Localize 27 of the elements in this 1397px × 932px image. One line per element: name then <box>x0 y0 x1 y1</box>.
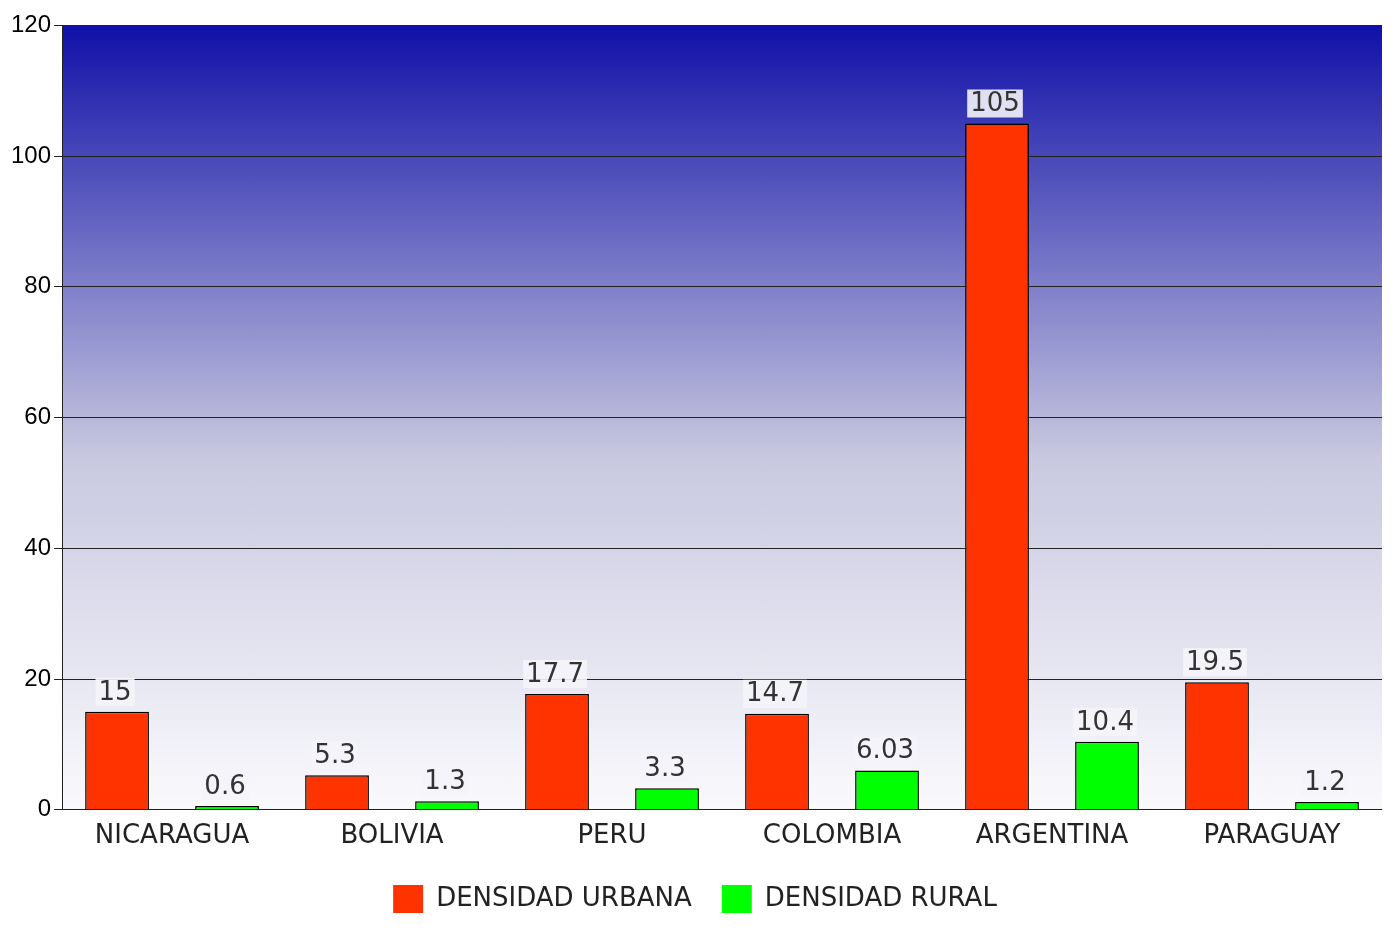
y-tick-label: 0 <box>37 794 52 822</box>
data-label: 1.2 <box>1304 765 1346 796</box>
data-label: 10.4 <box>1076 705 1134 736</box>
data-label: 6.03 <box>856 734 914 765</box>
y-tick-label: 80 <box>24 271 52 299</box>
data-label: 17.7 <box>526 657 584 688</box>
data-label: 1.3 <box>424 765 466 796</box>
y-tick-label: 60 <box>24 402 52 430</box>
y-tick-label: 20 <box>24 663 52 691</box>
y-tick-label: 100 <box>11 140 52 168</box>
y-tick-label: 120 <box>11 10 52 38</box>
data-label: 3.3 <box>644 751 686 782</box>
x-tick-label: COLOMBIA <box>762 819 902 850</box>
data-label: 14.7 <box>746 677 804 708</box>
data-label: 105 <box>970 87 1020 118</box>
x-tick-label: BOLIVIA <box>340 819 444 850</box>
x-tick-label: NICARAGUA <box>94 819 250 850</box>
legend-label: DENSIDAD URBANA <box>436 881 692 912</box>
x-tick-label: ARGENTINA <box>975 819 1129 850</box>
x-tick-label: PARAGUAY <box>1203 819 1341 850</box>
data-label: 19.5 <box>1186 646 1244 677</box>
data-label: 15 <box>98 675 132 706</box>
data-label: 0.6 <box>204 769 246 800</box>
y-tick-label: 40 <box>24 532 52 560</box>
x-tick-label: PERU <box>577 819 647 850</box>
legend-label: DENSIDAD RURAL <box>764 881 998 912</box>
data-label: 5.3 <box>314 738 356 769</box>
